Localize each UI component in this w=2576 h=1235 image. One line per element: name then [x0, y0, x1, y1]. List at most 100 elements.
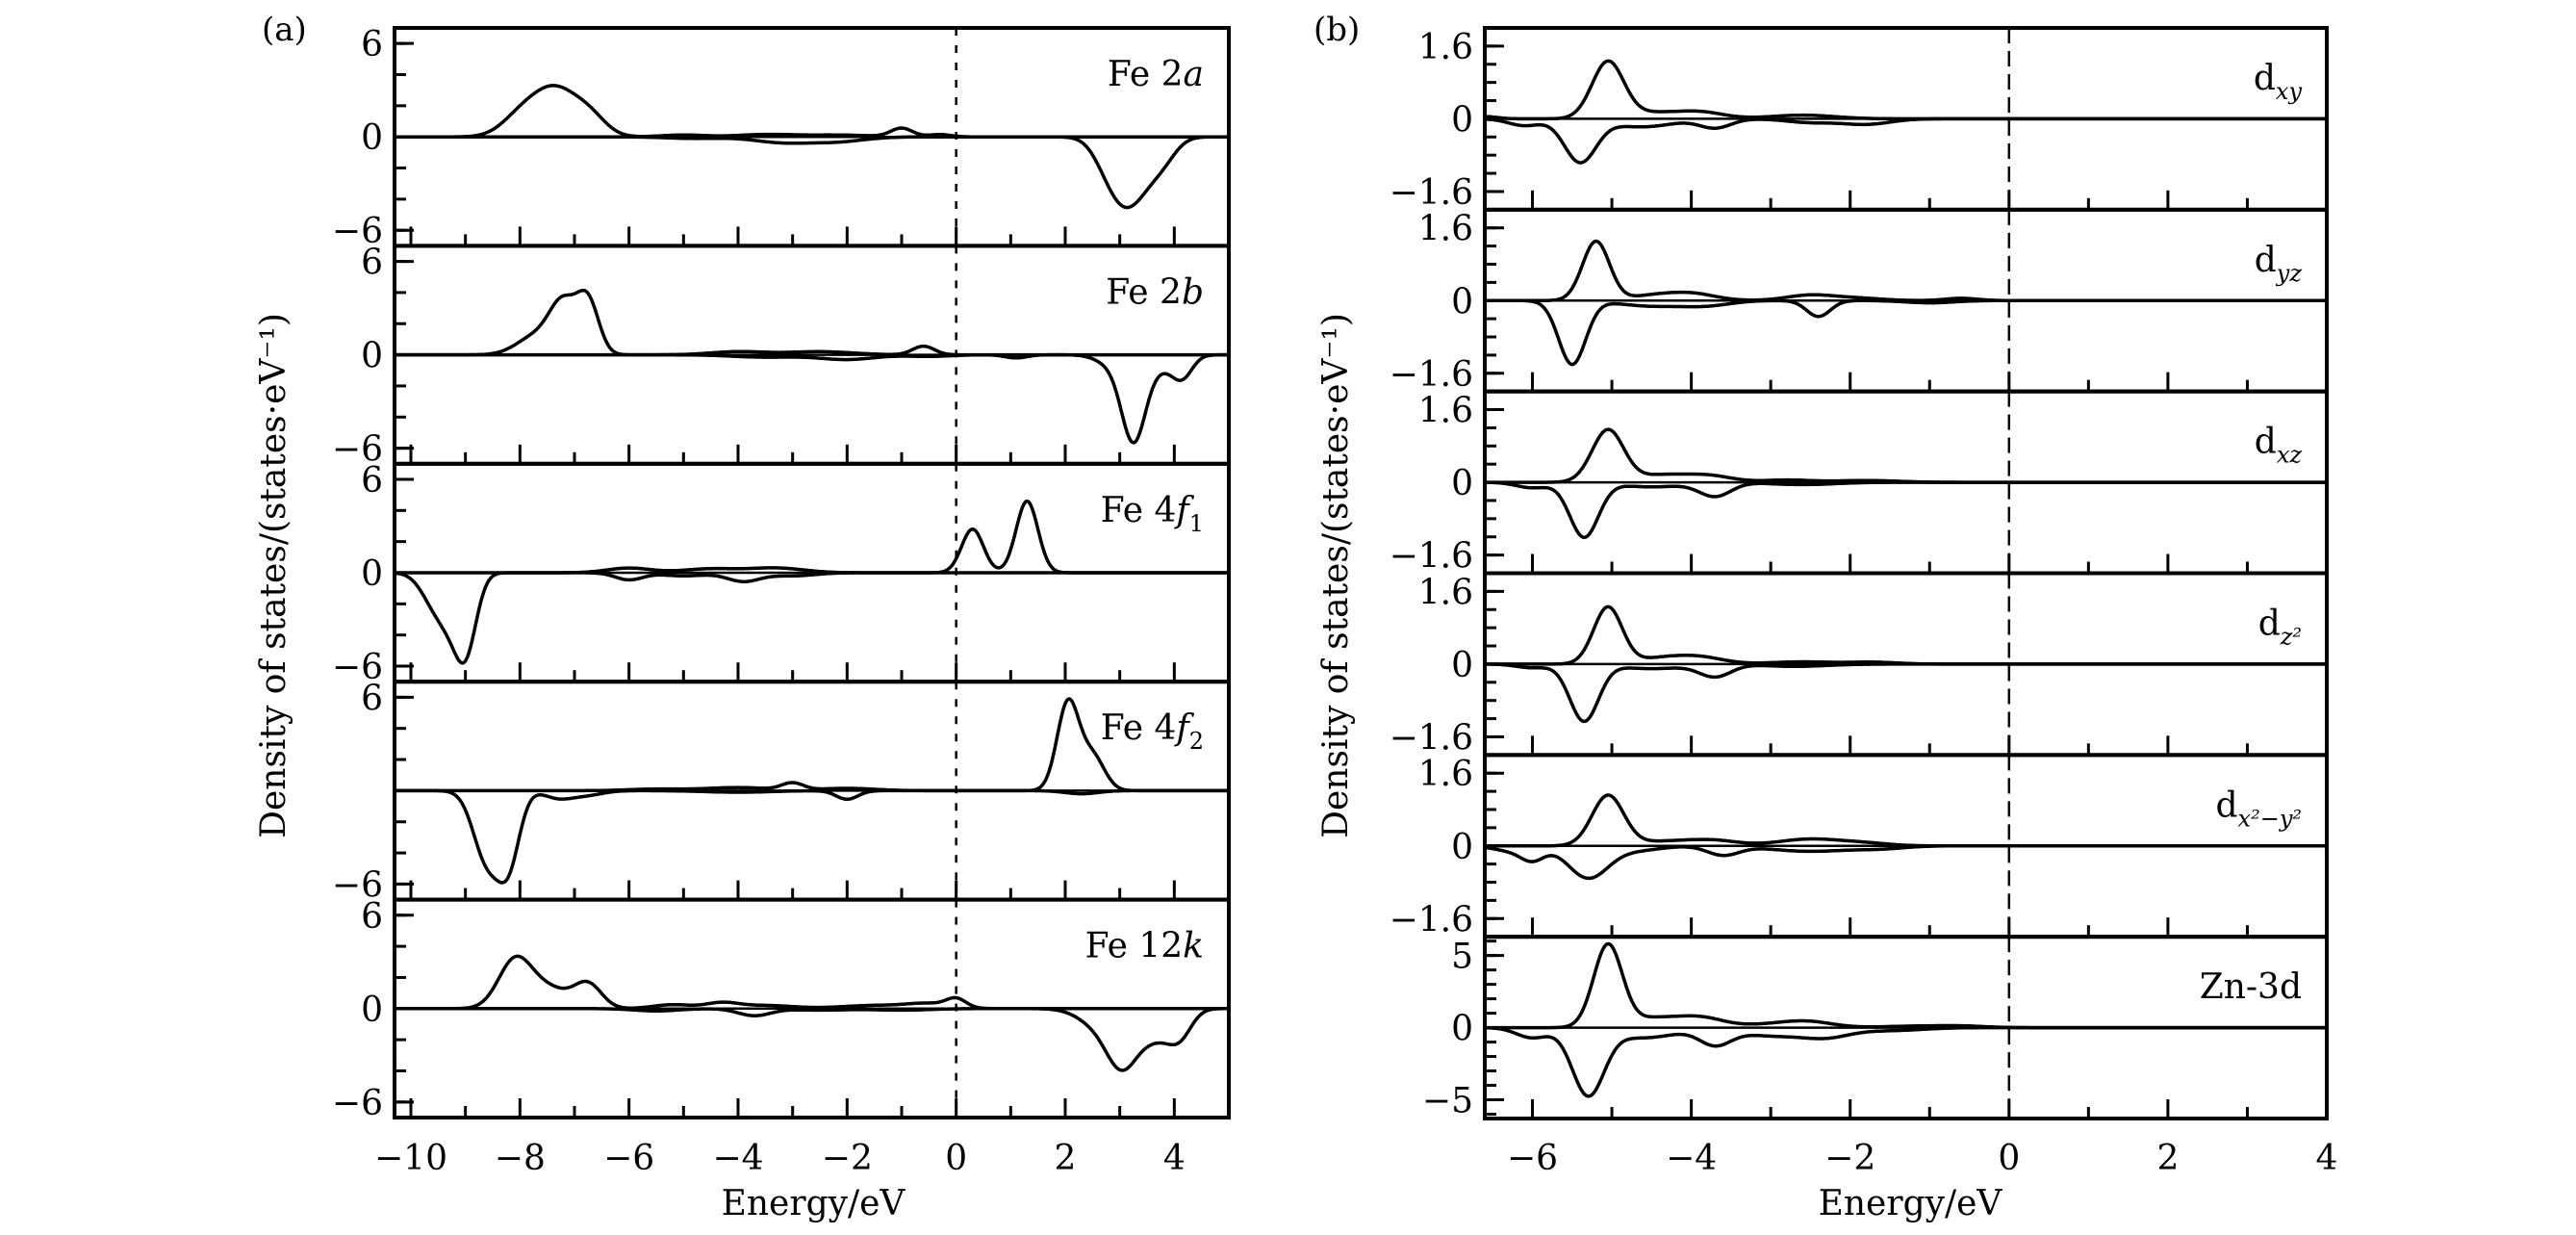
subplot-label-subscript: x²−y²	[2238, 805, 2302, 832]
x-tick-label: 0	[945, 1139, 967, 1178]
series-spin-down	[1484, 116, 2328, 165]
y-tick-label: 0	[1451, 1010, 1473, 1049]
series-spin-up	[394, 84, 1230, 139]
x-tick-label: −4	[712, 1139, 763, 1178]
y-tick-label: 5	[1451, 938, 1473, 977]
series-spin-up	[1484, 605, 2328, 666]
subplot-dx2-y2: 1.6 0 −1.6 dx²−y²	[1390, 753, 2329, 939]
subplot-label-subscript: 1	[1189, 510, 1204, 537]
y-tick-label: −5	[1422, 1082, 1473, 1121]
subplot-label-subscript: xz	[2277, 442, 2303, 469]
x-tick-label: −6	[1507, 1139, 1558, 1178]
x-tick-label: −6	[603, 1139, 654, 1178]
y-tick-label: 6	[361, 679, 383, 718]
y-tick-label: 0	[361, 337, 383, 376]
x-tick-label: −8	[495, 1139, 546, 1178]
subplot-zn-3d: 5 0 −5 Zn-3d	[1422, 935, 2329, 1121]
x-tick-label: 4	[2316, 1139, 2338, 1178]
panel-b-xlabel: Energy/eV	[1819, 1184, 2003, 1223]
y-tick-label: −6	[332, 430, 383, 470]
series-spin-down	[394, 788, 1230, 885]
subplot-label-main: Fe 4	[1101, 708, 1177, 748]
series-spin-up	[1484, 793, 2328, 848]
series-spin-down	[1484, 662, 2328, 724]
subplot-label: Fe 4f2	[1101, 708, 1204, 755]
panel-b: (b) Energy/eV Density of states/(states·…	[1314, 11, 2337, 1223]
subplot-label: Fe 4f1	[1101, 491, 1204, 537]
subplot-label-main: d	[2254, 59, 2276, 98]
series-spin-down	[394, 1007, 1230, 1072]
x-tick-label: −2	[822, 1139, 873, 1178]
x-tick-label: −2	[1824, 1139, 1875, 1178]
x-tick-label: 2	[1055, 1139, 1077, 1178]
subplot-dxy: 1.6 0 −1.6 dxy	[1390, 26, 2329, 213]
series-spin-up	[394, 954, 1230, 1011]
subplot-label-subscript: z²	[2280, 624, 2302, 651]
y-tick-label: 0	[1451, 100, 1473, 140]
y-tick-label: 0	[1451, 646, 1473, 685]
subplot-label-main: Zn-3d	[2200, 967, 2302, 1007]
series-spin-down	[394, 352, 1230, 445]
y-tick-label: 6	[361, 25, 383, 64]
y-tick-label: −1.6	[1390, 718, 1473, 758]
y-tick-label: 0	[361, 554, 383, 594]
panel-b-tag: (b)	[1314, 11, 1360, 49]
y-tick-label: 6	[361, 244, 383, 283]
y-tick-label: −6	[332, 1084, 383, 1123]
series-spin-up	[1484, 427, 2328, 484]
panel-a-tag: (a)	[262, 11, 307, 49]
subplot-label-main: d	[2255, 241, 2277, 280]
subplot-label: Fe 2a	[1108, 55, 1204, 94]
subplot-label-subscript: 2	[1189, 728, 1204, 755]
subplot-label: dyz	[2255, 241, 2303, 287]
y-tick-label: −1.6	[1390, 537, 1473, 577]
y-tick-label: −1.6	[1390, 900, 1473, 939]
subplot-label: dxz	[2255, 423, 2303, 469]
series-spin-down	[1484, 844, 2328, 881]
subplot-label-main: Fe 2	[1108, 55, 1184, 94]
series-spin-down	[1484, 480, 2328, 539]
y-tick-label: 6	[361, 461, 383, 501]
y-tick-label: 0	[1451, 282, 1473, 322]
panel-a-xlabel: Energy/eV	[722, 1184, 906, 1223]
subplot-label: dxy	[2254, 59, 2303, 105]
subplot-label: Zn-3d	[2200, 967, 2302, 1007]
subplot-fe-2a: 6 0 −6 Fe 2a	[332, 25, 1231, 251]
y-tick-label: 0	[361, 118, 383, 158]
subplot-label-subscript: xy	[2276, 78, 2303, 105]
series-spin-down	[394, 135, 1230, 210]
series-spin-up	[394, 288, 1230, 357]
subplot-label: Fe 12k	[1085, 927, 1204, 966]
x-tick-label: 0	[1998, 1139, 2020, 1178]
y-tick-label: −6	[332, 212, 383, 251]
y-tick-label: 0	[361, 991, 383, 1030]
panel-a: (a) Energy/eV Density of states/(states·…	[254, 11, 1231, 1223]
subplot-fe-4f2: 6 −6 Fe 4f2	[332, 679, 1231, 905]
y-tick-label: 1.6	[1418, 755, 1473, 794]
y-tick-label: 6	[361, 897, 383, 937]
panel-b-ylabel: Density of states/(states·eV⁻¹)	[1316, 313, 1356, 838]
y-tick-label: 0	[1451, 828, 1473, 867]
subplot-label-main: Fe 4	[1101, 491, 1177, 530]
subplot-fe-4f1: 6 0 −6 Fe 4f1	[332, 461, 1231, 687]
subplot-label-italic: k	[1183, 927, 1204, 966]
panel-a-ylabel: Density of states/(states·eV⁻¹)	[254, 313, 293, 838]
series-spin-up	[394, 697, 1230, 793]
y-tick-label: 1.6	[1418, 210, 1473, 249]
y-tick-label: 1.6	[1418, 392, 1473, 431]
subplot-label-main: d	[2258, 605, 2281, 644]
subplot-label: dz²	[2258, 605, 2302, 651]
series-spin-down	[1484, 298, 2328, 367]
x-tick-label: 2	[2156, 1139, 2179, 1178]
series-spin-down	[1484, 1025, 2328, 1098]
subplot-dxz: 1.6 0 −1.6 dxz	[1390, 389, 2329, 577]
subplot-label: Fe 2b	[1106, 272, 1204, 312]
y-tick-label: −1.6	[1390, 173, 1473, 213]
series-spin-down	[394, 571, 1230, 665]
y-tick-label: 0	[1451, 464, 1473, 503]
series-spin-up	[1484, 239, 2328, 303]
y-tick-label: 1.6	[1418, 28, 1473, 67]
y-tick-label: −6	[332, 865, 383, 905]
subplot-label-italic: b	[1182, 272, 1204, 312]
